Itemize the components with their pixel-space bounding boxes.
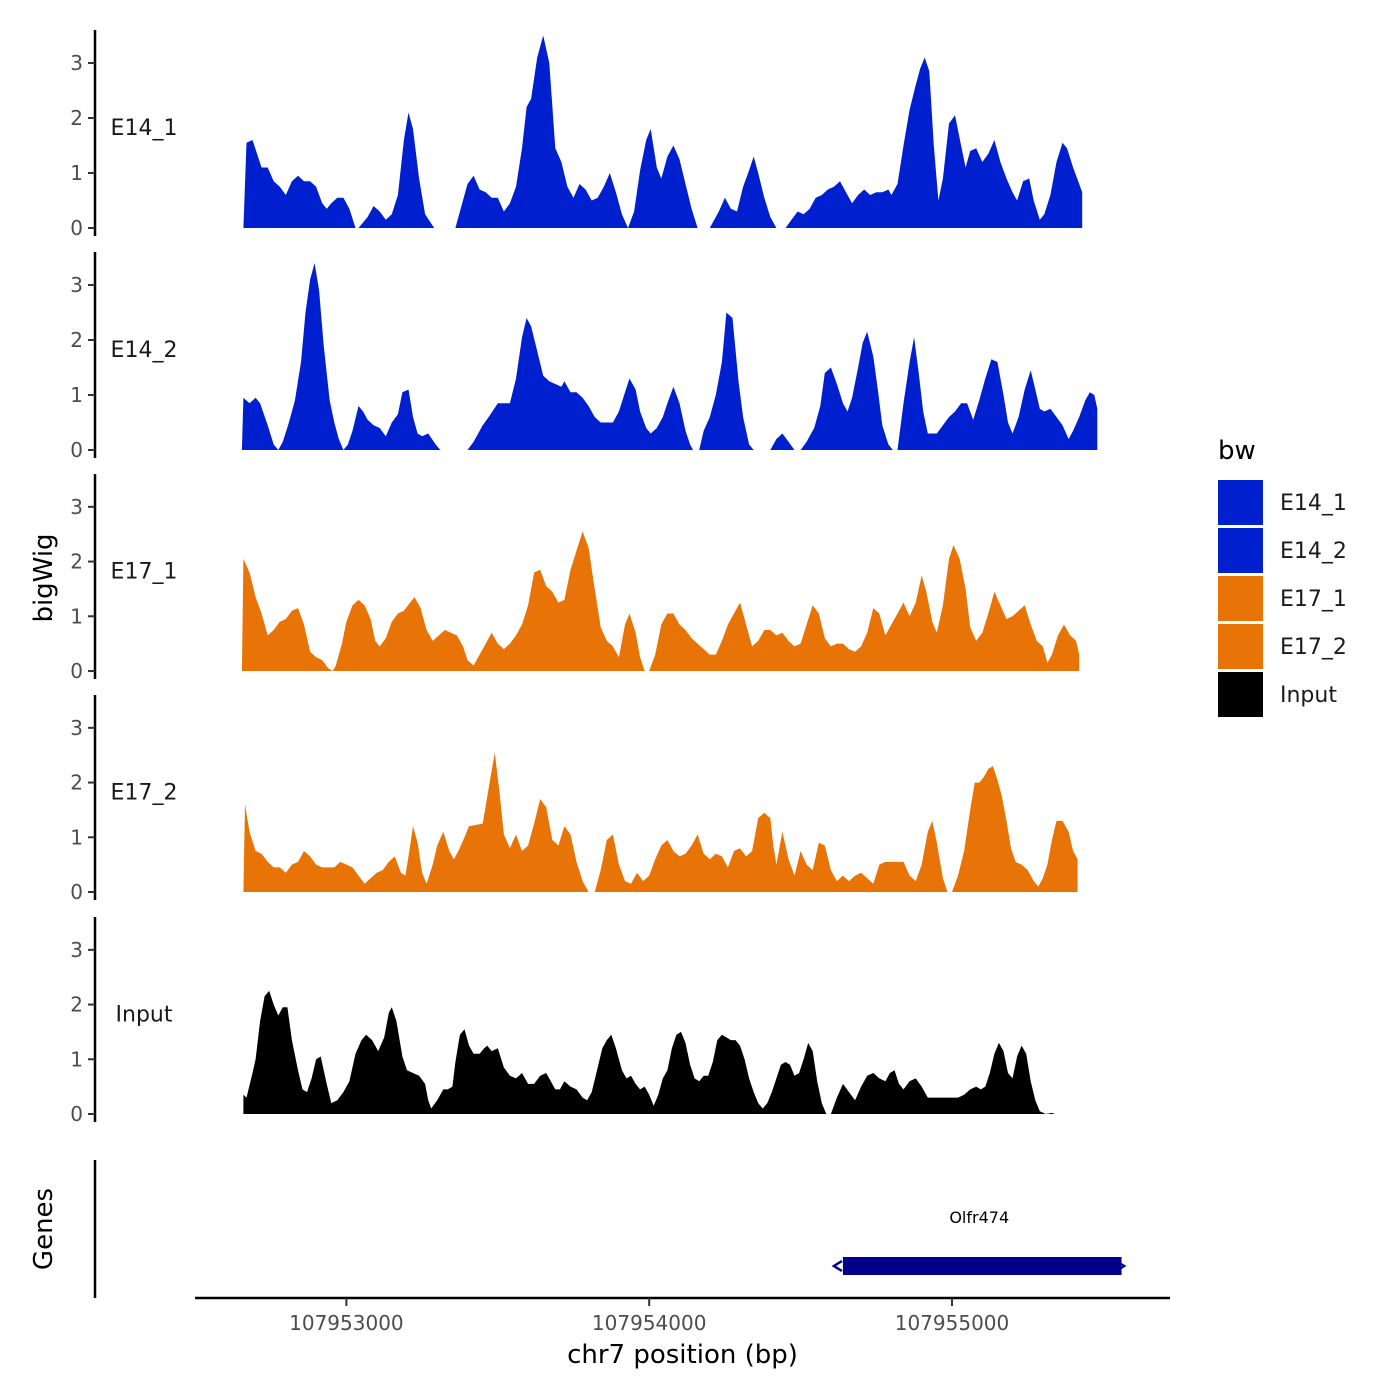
legend-swatch [1218, 576, 1263, 621]
y-tick-label: 0 [70, 438, 83, 462]
panel-label-E17_2: E17_2 [111, 781, 178, 806]
genes-track: Olfr474 [93, 1160, 1127, 1298]
signal-area-E17_2 [243, 752, 1078, 892]
x-tick-label: 107953000 [289, 1311, 404, 1335]
signal-area-Input [243, 990, 1055, 1114]
gene-body [842, 1257, 1122, 1275]
y-tick-label: 0 [70, 659, 83, 683]
track-panels: 0 1 2 3 E14_1 0 1 2 3 E14_2 0 1 2 3 E17_1 0 1 2 3 E17_2 0 1 2 3… [70, 30, 1098, 1126]
track-panel-E14_2: 0 1 2 3 E14_2 [70, 252, 1098, 462]
track-panel-E17_1: 0 1 2 3 E17_1 [70, 474, 1080, 683]
x-tick-label: 107954000 [592, 1311, 707, 1335]
y-axis-title: bigWig [29, 533, 59, 622]
panel-label-E17_1: E17_1 [111, 560, 178, 585]
genes-axis-title: Genes [29, 1188, 59, 1270]
panel-label-E14_1: E14_1 [111, 116, 178, 141]
legend-label: E14_2 [1280, 539, 1347, 564]
panel-label-E14_2: E14_2 [111, 338, 178, 363]
legend-label: E14_1 [1280, 491, 1347, 516]
y-tick-label: 3 [70, 51, 83, 75]
x-axis-title: chr7 position (bp) [567, 1340, 798, 1370]
y-tick-label: 0 [70, 1102, 83, 1126]
signal-area-E14_2 [241, 263, 1098, 450]
legend-swatch [1218, 528, 1263, 573]
y-tick-label: 3 [70, 273, 83, 297]
legend: bw E14_1 E14_2 E17_1 E17_2 Input [1218, 436, 1347, 717]
x-tick-label: 107955000 [895, 1311, 1010, 1335]
track-panel-E14_1: 0 1 2 3 E14_1 [70, 30, 1083, 240]
y-tick-label: 2 [70, 993, 83, 1017]
y-tick-label: 1 [70, 383, 83, 407]
signal-area-E17_1 [241, 531, 1080, 671]
legend-title: bw [1218, 436, 1256, 466]
y-tick-label: 1 [70, 825, 83, 849]
legend-swatch [1218, 480, 1263, 525]
y-tick-label: 3 [70, 938, 83, 962]
y-tick-label: 1 [70, 1047, 83, 1071]
y-tick-label: 0 [70, 216, 83, 240]
gene-Olfr474: Olfr474 [831, 1208, 1127, 1275]
legend-entry-E14_2: E14_2 [1218, 528, 1347, 573]
track-panel-Input: 0 1 2 3 Input [70, 917, 1055, 1126]
signal-area-E14_1 [243, 35, 1083, 228]
y-tick-label: 1 [70, 604, 83, 628]
y-tick-label: 1 [70, 161, 83, 185]
track-panel-E17_2: 0 1 2 3 E17_2 [70, 695, 1078, 904]
legend-entry-Input: Input [1218, 672, 1337, 717]
y-tick-label: 0 [70, 880, 83, 904]
legend-entry-E14_1: E14_1 [1218, 480, 1347, 525]
legend-entry-E17_2: E17_2 [1218, 624, 1347, 669]
y-tick-label: 3 [70, 495, 83, 519]
gene-label: Olfr474 [949, 1208, 1009, 1227]
x-axis: 107953000 107954000 107955000 [195, 1296, 1170, 1335]
y-tick-label: 2 [70, 328, 83, 352]
legend-swatch [1218, 624, 1263, 669]
strand-arrow-icon [831, 1259, 843, 1273]
y-tick-label: 3 [70, 716, 83, 740]
legend-swatch [1218, 672, 1263, 717]
y-tick-label: 2 [70, 550, 83, 574]
legend-entry-E17_1: E17_1 [1218, 576, 1347, 621]
strand-arrow-icon [1119, 1262, 1127, 1270]
y-tick-label: 2 [70, 106, 83, 130]
y-tick-label: 2 [70, 771, 83, 795]
legend-label: Input [1280, 683, 1337, 708]
legend-label: E17_2 [1280, 635, 1347, 660]
panel-label-Input: Input [116, 1003, 173, 1028]
legend-label: E17_1 [1280, 587, 1347, 612]
